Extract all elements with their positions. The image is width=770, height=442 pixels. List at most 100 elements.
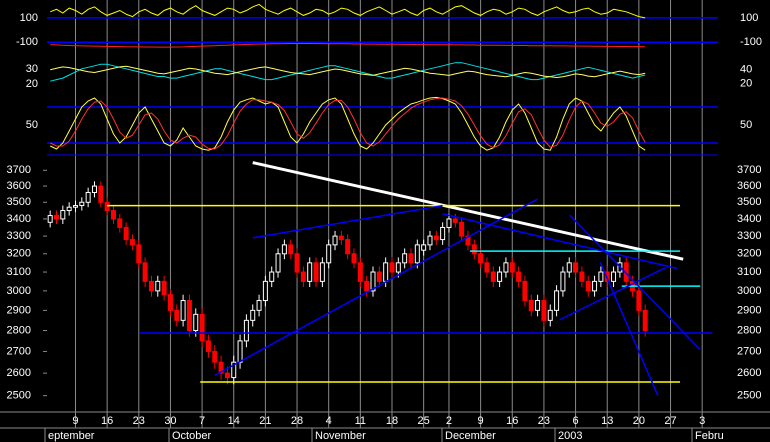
x-tick-label: 7 <box>199 415 205 427</box>
candle-body <box>218 361 224 374</box>
candle-body <box>395 262 401 273</box>
indicator-tick-label: 50 <box>26 119 38 131</box>
candle-body <box>250 309 256 321</box>
candle-body <box>541 300 547 321</box>
x-tick-label: 23 <box>538 415 550 427</box>
candle-body <box>433 235 439 241</box>
candle-body <box>503 262 509 273</box>
trend-line <box>559 267 666 321</box>
candle-body <box>465 235 471 246</box>
candle-body <box>516 271 522 282</box>
candle-body <box>91 185 97 194</box>
candle-body <box>66 206 72 212</box>
candle-body <box>174 309 180 321</box>
y-tick-label: 2500 <box>7 390 31 402</box>
month-label: Febru <box>695 430 724 442</box>
trend-line <box>442 213 678 270</box>
candle-body <box>53 215 59 220</box>
candle-body <box>161 280 167 296</box>
y-tick-label-right: 2800 <box>737 324 761 336</box>
candle-body <box>560 271 566 292</box>
y-tick-label: 3000 <box>7 285 31 297</box>
indicator-tick-label-right: -100 <box>740 36 762 48</box>
y-tick-label: 2900 <box>7 304 31 316</box>
candle-body <box>579 271 585 282</box>
indicator-tick-label-right: 50 <box>740 119 752 131</box>
candle-body <box>452 218 458 223</box>
y-tick-label-right: 3400 <box>737 213 761 225</box>
indicator-tick-label: 30 <box>26 63 38 75</box>
candle-body <box>370 271 376 292</box>
candle-body <box>300 271 306 282</box>
indicator-line <box>50 62 646 82</box>
candle-body <box>509 262 515 273</box>
y-tick-label: 2800 <box>7 324 31 336</box>
x-tick-label: 30 <box>164 415 176 427</box>
candle-body <box>319 262 325 282</box>
candle-body <box>421 244 427 251</box>
y-tick-label: 3500 <box>7 196 31 208</box>
candle-body <box>275 253 281 273</box>
indicator-tick-label: 100 <box>20 12 38 24</box>
candle-body <box>231 361 237 379</box>
indicator-y2-tick-label: 40 <box>740 64 752 76</box>
candle-body <box>79 201 85 207</box>
candle-body <box>313 262 319 282</box>
candle-body <box>186 300 192 332</box>
candle-body <box>528 300 534 311</box>
y-tick-label-right: 3300 <box>737 230 761 242</box>
candle-body <box>490 271 496 282</box>
candle-body <box>237 340 243 363</box>
candle-body <box>547 309 553 321</box>
trend-line <box>569 214 701 351</box>
candle-body <box>636 290 642 311</box>
y-tick-label-right: 3700 <box>737 164 761 176</box>
x-tick-label: 4 <box>326 415 332 427</box>
candle-body <box>98 185 104 203</box>
candle-body <box>123 226 129 241</box>
candle-body <box>212 350 218 363</box>
indicator-line <box>50 3 646 19</box>
x-tick-label: 18 <box>386 415 398 427</box>
candle-body <box>535 300 541 311</box>
candle-body <box>332 235 338 246</box>
y-tick-label: 3200 <box>7 248 31 260</box>
axis-layer: 9 16 23 30 7 14 21 28 4 11 18 25 2 9 16 23 6 13 20 27 3 eptem… <box>0 12 770 442</box>
candle-body <box>566 262 572 273</box>
candle-body <box>205 340 211 352</box>
candle-body <box>117 218 123 228</box>
x-tick-label: 11 <box>355 415 366 427</box>
candle-body <box>167 294 173 311</box>
candle-body <box>136 244 142 264</box>
trend-line <box>252 204 443 239</box>
candle-body <box>338 235 344 241</box>
candle-body <box>427 235 433 246</box>
candle-body <box>440 226 446 241</box>
candle-body <box>47 215 53 223</box>
x-tick-label: 25 <box>418 415 430 427</box>
y-tick-label-right: 2500 <box>737 390 761 402</box>
candle-body <box>522 280 528 302</box>
trend-line <box>599 261 659 396</box>
candle-body <box>497 271 503 282</box>
candle-body <box>326 244 332 264</box>
trend-line <box>214 198 538 377</box>
candle-body <box>484 262 490 273</box>
x-tick-label: 6 <box>573 415 579 427</box>
candle-body <box>383 262 389 282</box>
indicator-tick-label: 20 <box>26 78 38 90</box>
indicator-line <box>49 96 646 151</box>
candle-body <box>478 253 484 264</box>
candle-body <box>224 372 230 379</box>
candle-body <box>446 218 452 228</box>
x-tick-label: 3 <box>699 415 705 427</box>
x-tick-label: 16 <box>506 415 518 427</box>
x-tick-label: 16 <box>101 415 113 427</box>
candle-body <box>364 280 370 292</box>
y-tick-label: 2600 <box>7 367 31 379</box>
candle-body <box>414 244 420 264</box>
candle-body <box>573 262 579 273</box>
candle-body <box>193 313 199 332</box>
y-tick-label: 3400 <box>7 213 31 225</box>
